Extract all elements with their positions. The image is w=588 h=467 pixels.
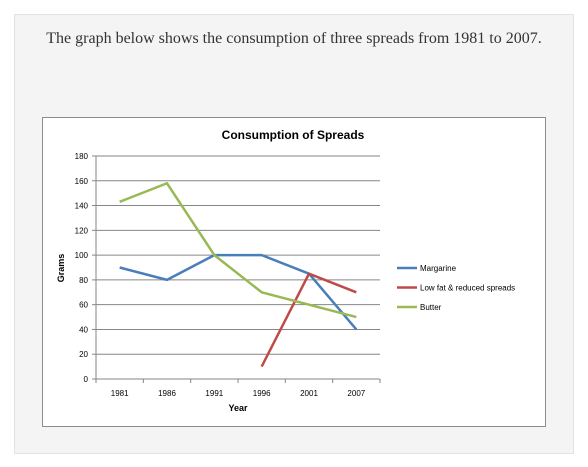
y-axis-label: Grams bbox=[56, 254, 66, 283]
x-tick-label: 1981 bbox=[111, 389, 129, 398]
chart-frame bbox=[42, 117, 546, 427]
y-tick-label: 120 bbox=[75, 226, 89, 235]
x-tick-label: 1991 bbox=[205, 389, 223, 398]
y-tick-label: 60 bbox=[79, 301, 88, 310]
y-axis-ticks: 0 20 40 60 80 100 120 140 160 180 bbox=[75, 152, 96, 384]
chart-title: Consumption of Spreads bbox=[222, 128, 365, 142]
x-tick-label: 1986 bbox=[158, 389, 176, 398]
y-tick-label: 140 bbox=[75, 202, 89, 211]
x-tick-label: 2007 bbox=[347, 389, 365, 398]
legend-label-low-fat-reduced-spreads: Low fat & reduced spreads bbox=[420, 284, 515, 293]
y-tick-label: 160 bbox=[75, 177, 89, 186]
y-tick-label: 20 bbox=[79, 350, 88, 359]
x-tick-label: 2001 bbox=[300, 389, 318, 398]
y-tick-label: 40 bbox=[79, 325, 88, 334]
y-tick-label: 180 bbox=[75, 152, 89, 161]
chart-caption: The graph below shows the consumption of… bbox=[46, 30, 542, 47]
y-tick-label: 80 bbox=[79, 276, 88, 285]
y-tick-label: 0 bbox=[84, 375, 89, 384]
series-line-low-fat-reduced-spreads bbox=[260, 272, 357, 368]
x-axis-ticks: 1981 1986 1991 1996 2001 2007 bbox=[95, 379, 381, 398]
y-tick-label: 100 bbox=[75, 251, 89, 260]
x-tick-label: 1996 bbox=[253, 389, 271, 398]
x-axis-label: Year bbox=[228, 403, 248, 413]
series-line-margarine bbox=[119, 253, 358, 331]
series-lines bbox=[119, 182, 358, 368]
legend-label-margarine: Margarine bbox=[420, 264, 457, 273]
legend-label-butter: Butter bbox=[420, 303, 442, 312]
gridlines bbox=[96, 155, 380, 355]
series-line-butter bbox=[119, 182, 357, 319]
chart-legend: Margarine Low fat & reduced spreads Butter bbox=[397, 264, 515, 312]
